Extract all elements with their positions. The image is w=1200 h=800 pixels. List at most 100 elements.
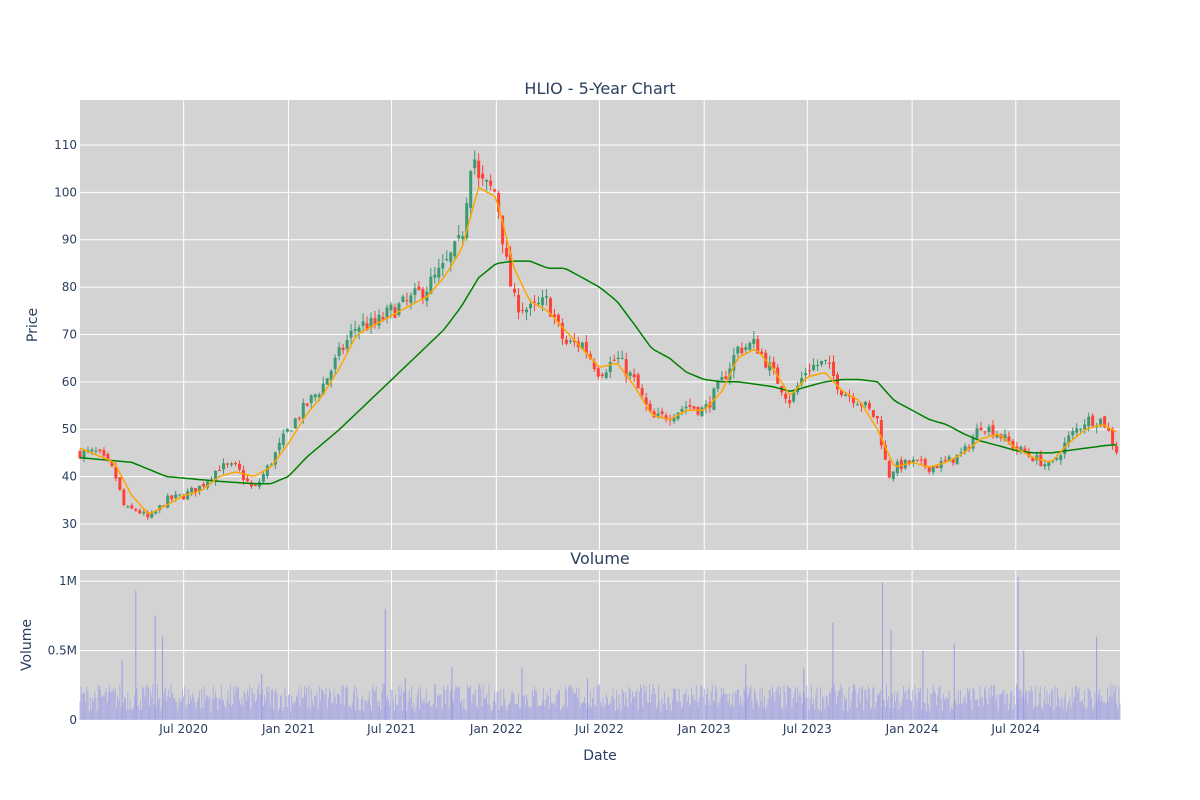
volume-bar	[704, 704, 706, 720]
volume-bar	[1011, 690, 1013, 720]
volume-bar	[388, 700, 390, 720]
volume-bar	[1084, 690, 1086, 720]
volume-y-ticks: 0 0.5M 1M	[48, 574, 77, 727]
volume-bar	[736, 689, 738, 720]
volume-bar	[727, 701, 729, 720]
volume-bar	[210, 711, 212, 720]
candle-body	[493, 189, 497, 192]
candle-body	[808, 370, 812, 372]
volume-bar	[515, 703, 517, 720]
volume-bar	[915, 694, 917, 720]
volume-bar	[609, 703, 611, 720]
volume-bar	[465, 710, 467, 720]
volume-bar	[636, 689, 638, 720]
volume-bar	[784, 691, 786, 720]
volume-bar	[383, 683, 385, 720]
volume-bar	[857, 693, 859, 720]
candle-body	[361, 321, 365, 326]
volume-bar	[842, 710, 844, 720]
volume-bar	[1071, 687, 1073, 720]
candle-body	[525, 309, 529, 313]
volume-bar	[589, 691, 591, 720]
volume-bar	[579, 706, 581, 720]
volume-bar	[1031, 691, 1033, 720]
volume-spike	[745, 664, 747, 720]
volume-bar	[283, 707, 285, 720]
volume-bar	[738, 689, 739, 720]
volume-bar	[1117, 708, 1119, 720]
volume-bar	[843, 694, 845, 720]
volume-bars	[79, 576, 1121, 720]
candle-body	[660, 411, 664, 414]
volume-bar	[640, 684, 641, 720]
candle-body	[230, 463, 234, 465]
candle-body	[198, 485, 202, 491]
volume-bar	[454, 690, 456, 720]
volume-bar	[431, 705, 433, 720]
volume-bar	[634, 696, 636, 720]
candle-body	[122, 489, 126, 506]
volume-spike	[451, 667, 453, 720]
candle-body	[1027, 452, 1031, 457]
candle-body	[433, 274, 437, 278]
volume-bar	[604, 704, 606, 720]
volume-bar	[734, 691, 736, 720]
volume-bar	[570, 684, 572, 720]
volume-bar	[313, 705, 314, 720]
volume-bar	[964, 696, 966, 720]
candle-body	[253, 484, 257, 486]
volume-bar	[473, 694, 475, 720]
volume-bar	[899, 702, 901, 720]
volume-bar	[867, 685, 869, 720]
price-tick-label: 110	[54, 138, 77, 152]
candle-body	[481, 173, 485, 179]
volume-bar	[526, 694, 527, 720]
volume-bar	[619, 703, 621, 720]
volume-spike	[162, 636, 164, 720]
volume-bar	[970, 699, 972, 720]
candle-body	[816, 365, 820, 367]
volume-bar	[200, 708, 202, 720]
candle-body	[241, 470, 245, 480]
volume-bar	[259, 694, 261, 720]
volume-bar	[147, 687, 149, 720]
candle-body	[616, 357, 620, 360]
candle-body	[158, 505, 162, 511]
volume-bar	[1026, 690, 1027, 720]
volume-bar	[276, 692, 278, 720]
volume-bar	[397, 704, 399, 720]
candle-body	[716, 381, 720, 389]
volume-bar	[285, 696, 287, 720]
volume-spike	[404, 678, 406, 720]
volume-bar	[772, 686, 773, 720]
volume-spike	[890, 629, 892, 720]
volume-bar	[703, 688, 705, 720]
volume-bar	[690, 703, 691, 720]
volume-bar	[821, 711, 822, 720]
candle-body	[1047, 461, 1051, 467]
volume-bar	[994, 686, 996, 720]
volume-bar	[928, 704, 930, 720]
volume-bar	[682, 705, 683, 720]
volume-spike	[261, 674, 263, 720]
volume-bar	[167, 696, 169, 720]
volume-bar	[1020, 690, 1022, 720]
volume-bar	[925, 711, 927, 720]
candle-body	[680, 408, 684, 412]
volume-bar	[1025, 691, 1026, 720]
volume-bar	[946, 697, 948, 720]
volume-bar	[477, 708, 478, 720]
volume-bar	[317, 708, 319, 720]
volume-bar	[865, 690, 867, 720]
volume-bar	[95, 697, 97, 720]
volume-bar	[277, 710, 279, 720]
volume-bar	[512, 691, 514, 720]
volume-bar	[184, 686, 186, 720]
candle-body	[381, 316, 385, 320]
volume-bar	[345, 688, 346, 720]
volume-bar	[674, 689, 676, 720]
volume-bar	[920, 687, 922, 720]
volume-bar	[834, 691, 836, 720]
volume-bar	[568, 687, 570, 720]
candle-body	[441, 263, 445, 269]
